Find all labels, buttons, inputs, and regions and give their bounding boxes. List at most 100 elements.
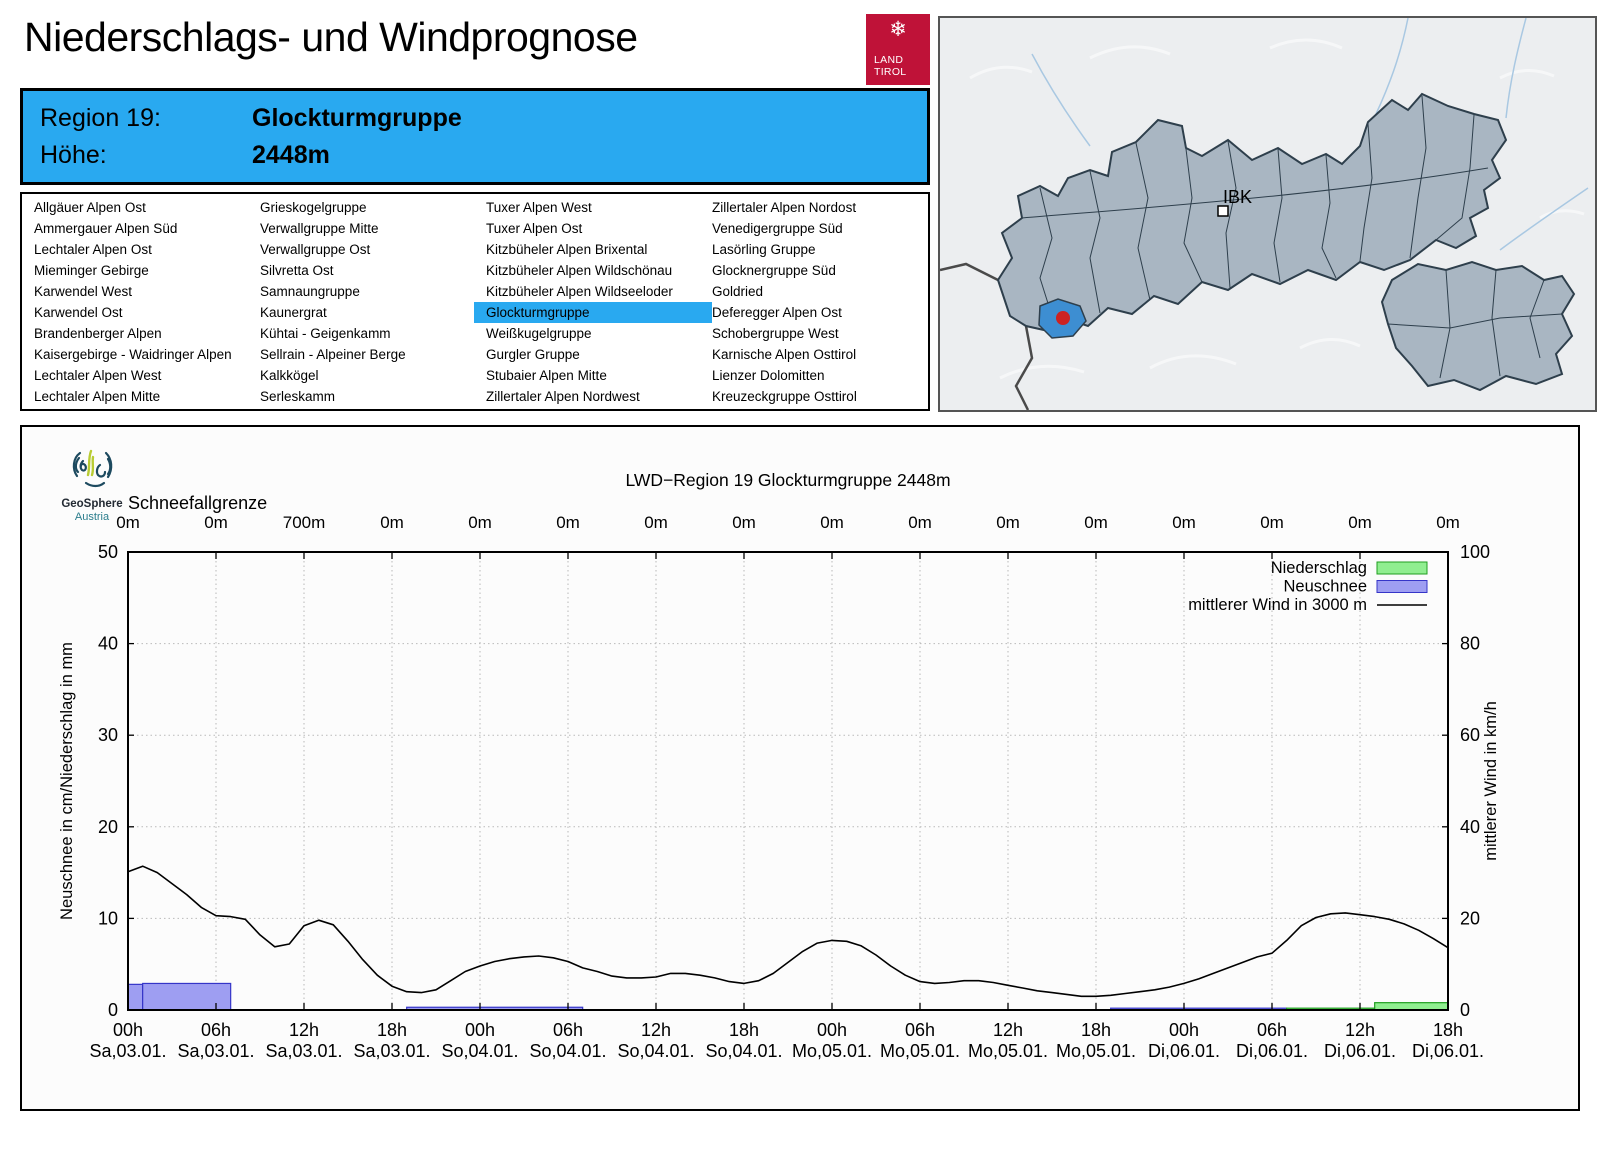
rivers bbox=[1031, 17, 1589, 251]
region-list-item[interactable]: Silvretta Ost bbox=[260, 263, 334, 278]
region-list-item[interactable]: Gurgler Gruppe bbox=[486, 347, 580, 362]
x-tick-time-label: 12h bbox=[1345, 1020, 1375, 1040]
region-list-item[interactable]: Venedigergruppe Süd bbox=[712, 221, 843, 236]
region-list-item[interactable]: Verwallgruppe Mitte bbox=[260, 221, 379, 236]
region-name: Glockturmgruppe bbox=[252, 103, 462, 132]
region-list-item[interactable]: Sellrain - Alpeiner Berge bbox=[260, 347, 406, 362]
region-list-item[interactable]: Kitzbüheler Alpen Wildseeloder bbox=[486, 284, 673, 299]
region-list-item[interactable]: Kaisergebirge - Waidringer Alpen bbox=[34, 347, 232, 362]
region-list-item[interactable]: Karwendel West bbox=[34, 284, 133, 299]
x-tick-time-label: 18h bbox=[1081, 1020, 1111, 1040]
wind-line bbox=[127, 865, 1449, 998]
legend-swatch bbox=[1376, 561, 1428, 575]
x-tick-time-label: 18h bbox=[377, 1020, 407, 1040]
terrain-ridges bbox=[969, 38, 1585, 380]
snowline-value: 0m bbox=[1260, 513, 1284, 532]
y-left-tick-label: 40 bbox=[98, 634, 118, 654]
legend-label: Niederschlag bbox=[1271, 559, 1367, 577]
region-list-box: Allgäuer Alpen Ost Ammergauer Alpen Süd Le… bbox=[20, 192, 930, 411]
y-right-tick-label: 60 bbox=[1460, 725, 1480, 745]
x-tick-time-label: 06h bbox=[1257, 1020, 1287, 1040]
region-list-item[interactable]: Zillertaler Alpen Nordwest bbox=[486, 389, 640, 404]
legend-swatch bbox=[1376, 580, 1428, 593]
region-list-item[interactable]: Glocknergruppe Süd bbox=[712, 263, 836, 278]
x-tick-date-label: So,04.01. bbox=[705, 1041, 782, 1061]
chart-plot-area: 00hSa,03.01.0m06hSa,03.01.0m12hSa,03.01.… bbox=[89, 513, 1490, 1061]
region-list-item[interactable]: Karwendel Ost bbox=[34, 305, 123, 320]
region-list-item[interactable]: Kaunergrat bbox=[260, 305, 327, 320]
snowline-value: 0m bbox=[820, 513, 844, 532]
east-region-borders bbox=[1387, 269, 1563, 379]
x-tick-time-label: 00h bbox=[1169, 1020, 1199, 1040]
ibk-label: IBK bbox=[1223, 187, 1252, 207]
region-label: Region 19: bbox=[40, 103, 161, 132]
x-tick-date-label: Sa,03.01. bbox=[265, 1041, 342, 1061]
neuschnee-bar bbox=[127, 983, 144, 1011]
region-list-item[interactable]: Verwallgruppe Ost bbox=[260, 242, 371, 257]
snowline-value: 0m bbox=[908, 513, 932, 532]
region-list-item[interactable]: Lechtaler Alpen West bbox=[34, 368, 162, 383]
x-tick-date-label: Di,06.01. bbox=[1236, 1041, 1308, 1061]
snowline-value: 0m bbox=[116, 513, 140, 532]
region-list-item[interactable]: Weißkugelgruppe bbox=[486, 326, 592, 341]
snowline-value: 0m bbox=[1348, 513, 1372, 532]
y-right-tick-label: 100 bbox=[1460, 542, 1490, 562]
region-list-item[interactable]: Grieskogelgruppe bbox=[260, 200, 367, 215]
region-list: Allgäuer Alpen Ost Ammergauer Alpen Süd Le… bbox=[22, 197, 928, 406]
region-list-item[interactable]: Brandenberger Alpen bbox=[34, 326, 162, 341]
region-list-item[interactable]: Lasörling Gruppe bbox=[712, 242, 816, 257]
region-list-item[interactable]: Tuxer Alpen Ost bbox=[486, 221, 583, 236]
y-left-tick-label: 30 bbox=[98, 725, 118, 745]
region-list-item[interactable]: Stubaier Alpen Mitte bbox=[486, 368, 607, 383]
x-tick-time-label: 00h bbox=[817, 1020, 847, 1040]
region-list-item[interactable]: Serleskamm bbox=[260, 389, 336, 404]
region-list-item[interactable]: Schobergruppe West bbox=[712, 326, 839, 341]
region-list-item[interactable]: Kreuzeckgruppe Osttirol bbox=[712, 389, 857, 404]
region-list-item[interactable]: Kitzbüheler Alpen Brixental bbox=[486, 242, 648, 257]
x-tick-date-label: Di,06.01. bbox=[1412, 1041, 1484, 1061]
x-tick-time-label: 12h bbox=[993, 1020, 1023, 1040]
region-list-item[interactable]: Ammergauer Alpen Süd bbox=[34, 221, 178, 236]
snowline-value: 0m bbox=[468, 513, 492, 532]
geosphere-country: Austria bbox=[74, 511, 110, 524]
region-list-item[interactable]: Lienzer Dolomitten bbox=[712, 368, 825, 383]
region-list-item[interactable]: Mieminger Gebirge bbox=[34, 263, 149, 278]
region-list-item[interactable]: Allgäuer Alpen Ost bbox=[34, 200, 146, 215]
snowline-value: 700m bbox=[283, 513, 326, 532]
plot-frame bbox=[127, 551, 1449, 1011]
y-right-tick-label: 80 bbox=[1460, 634, 1480, 654]
region-list-item[interactable]: Samnaungruppe bbox=[260, 284, 360, 299]
region-list-item[interactable]: Lechtaler Alpen Mitte bbox=[34, 389, 161, 404]
x-tick-date-label: So,04.01. bbox=[441, 1041, 518, 1061]
region-list-item[interactable]: Kitzbüheler Alpen Wildschönau bbox=[486, 263, 673, 278]
land-tirol-logo-text: LAND TIROL bbox=[874, 53, 907, 78]
page-title: Niederschlags- und Windprognose bbox=[24, 14, 638, 60]
y-right-tick-label: 0 bbox=[1460, 1000, 1470, 1020]
chart-title: LWD−Region 19 Glockturmgruppe 2448m bbox=[625, 470, 950, 490]
region-list-item[interactable]: Tuxer Alpen West bbox=[486, 200, 592, 215]
x-tick-date-label: Di,06.01. bbox=[1324, 1041, 1396, 1061]
forecast-chart: LWD−Region 19 Glockturmgruppe 2448m Schn… bbox=[58, 470, 1500, 1061]
x-tick-time-label: 06h bbox=[553, 1020, 583, 1040]
tirol-map-svg: IBK bbox=[939, 17, 1589, 411]
legend-label: mittlerer Wind in 3000 m bbox=[1188, 596, 1367, 614]
region-list-item[interactable]: Glockturmgruppe bbox=[474, 302, 712, 323]
snowline-value: 0m bbox=[1172, 513, 1196, 532]
tirol-map[interactable]: IBK bbox=[938, 16, 1597, 412]
region-list-item[interactable]: Goldried bbox=[712, 284, 764, 299]
x-tick-date-label: Mo,05.01. bbox=[792, 1041, 872, 1061]
snowline-value: 0m bbox=[996, 513, 1020, 532]
snowflake-icon: ❄ bbox=[889, 18, 907, 41]
region-list-item[interactable]: Zillertaler Alpen Nordost bbox=[712, 200, 857, 215]
map-selected-dot bbox=[1056, 311, 1070, 325]
region-list-item[interactable]: Karnische Alpen Osttirol bbox=[712, 347, 857, 362]
region-list-item[interactable]: Kalkkögel bbox=[260, 368, 319, 383]
region-list-item[interactable]: Deferegger Alpen Ost bbox=[712, 305, 842, 320]
altitude-value: 2448m bbox=[252, 140, 330, 169]
x-tick-date-label: Di,06.01. bbox=[1148, 1041, 1220, 1061]
region-list-item[interactable]: Kühtai - Geigenkamm bbox=[260, 326, 391, 341]
y-left-tick-label: 0 bbox=[108, 1000, 118, 1020]
region-list-item[interactable]: Lechtaler Alpen Ost bbox=[34, 242, 152, 257]
x-tick-date-label: Sa,03.01. bbox=[353, 1041, 430, 1061]
